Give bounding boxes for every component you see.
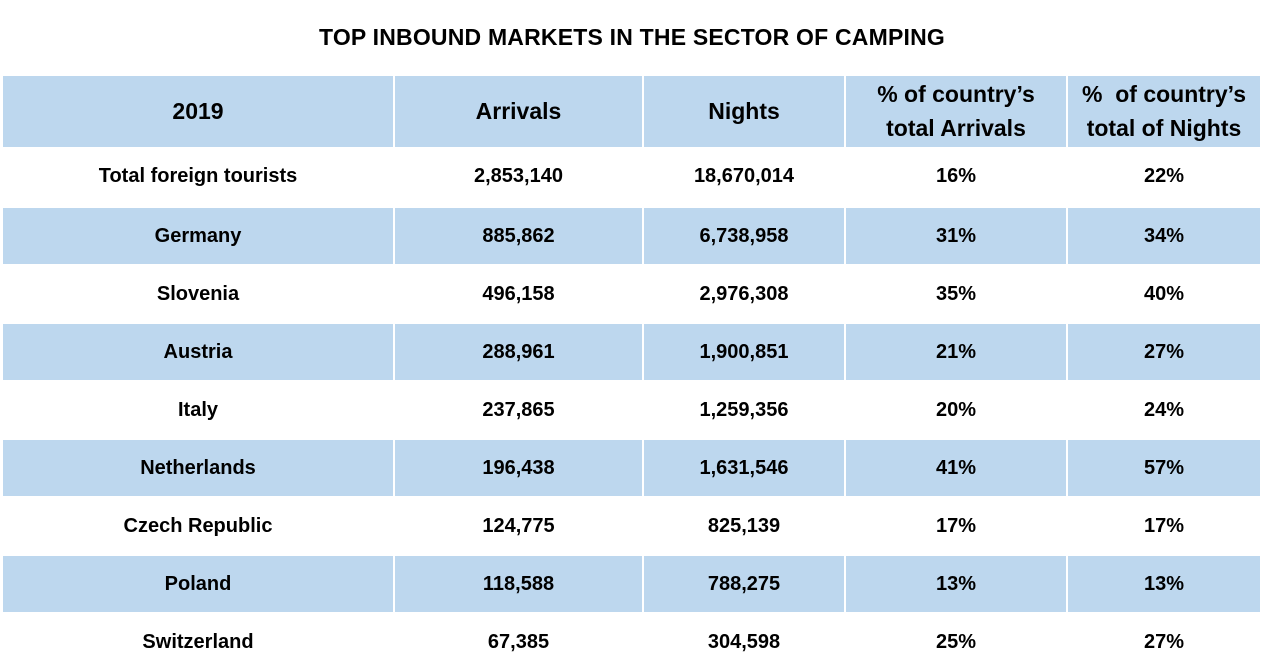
table-row: Italy 237,865 1,259,356 20% 24% bbox=[3, 381, 1262, 439]
table-row: Switzerland 67,385 304,598 25% 27% bbox=[3, 613, 1262, 671]
header-pct-nights: % of country’s total of Nights bbox=[1066, 76, 1262, 147]
nights-cell: 1,259,356 bbox=[642, 381, 846, 439]
table-row: Slovenia 496,158 2,976,308 35% 40% bbox=[3, 265, 1262, 323]
country-cell: Netherlands bbox=[3, 438, 395, 498]
table-row: Germany 885,862 6,738,958 31% 34% bbox=[3, 206, 1262, 266]
table-row: Czech Republic 124,775 825,139 17% 17% bbox=[3, 497, 1262, 555]
pct-nights-cell: 57% bbox=[1066, 438, 1262, 498]
country-cell: Poland bbox=[3, 554, 395, 614]
pct-arrivals-cell: 21% bbox=[844, 322, 1068, 382]
pct-nights-cell: 27% bbox=[1066, 613, 1262, 671]
table-row: Netherlands 196,438 1,631,546 41% 57% bbox=[3, 438, 1262, 498]
header-year: 2019 bbox=[3, 76, 395, 147]
pct-arrivals-cell: 16% bbox=[844, 147, 1068, 207]
pct-nights-cell: 13% bbox=[1066, 554, 1262, 614]
pct-nights-cell: 22% bbox=[1066, 147, 1262, 207]
nights-cell: 788,275 bbox=[642, 554, 846, 614]
table-header-row: 2019 Arrivals Nights % of country’s total… bbox=[3, 76, 1262, 147]
page-title: TOP INBOUND MARKETS IN THE SECTOR OF CAM… bbox=[318, 24, 945, 50]
nights-cell: 1,900,851 bbox=[642, 322, 846, 382]
arrivals-cell: 885,862 bbox=[393, 206, 644, 266]
nights-cell: 825,139 bbox=[642, 497, 846, 555]
pct-arrivals-cell: 20% bbox=[844, 381, 1068, 439]
pct-nights-cell: 17% bbox=[1066, 497, 1262, 555]
header-arrivals: Arrivals bbox=[393, 76, 644, 147]
country-cell: Total foreign tourists bbox=[3, 147, 395, 207]
arrivals-cell: 288,961 bbox=[393, 322, 644, 382]
pct-nights-cell: 34% bbox=[1066, 206, 1262, 266]
pct-arrivals-cell: 41% bbox=[844, 438, 1068, 498]
nights-cell: 2,976,308 bbox=[642, 265, 846, 323]
pct-nights-cell: 24% bbox=[1066, 381, 1262, 439]
nights-cell: 6,738,958 bbox=[642, 206, 846, 266]
arrivals-cell: 118,588 bbox=[393, 554, 644, 614]
pct-arrivals-cell: 25% bbox=[844, 613, 1068, 671]
pct-arrivals-cell: 35% bbox=[844, 265, 1068, 323]
country-cell: Switzerland bbox=[3, 613, 395, 671]
table-row: Austria 288,961 1,900,851 21% 27% bbox=[3, 322, 1262, 382]
country-cell: Slovenia bbox=[3, 265, 395, 323]
arrivals-cell: 196,438 bbox=[393, 438, 644, 498]
table-row: Poland 118,588 788,275 13% 13% bbox=[3, 554, 1262, 614]
pct-arrivals-cell: 13% bbox=[844, 554, 1068, 614]
markets-table: 2019 Arrivals Nights % of country’s total… bbox=[3, 76, 1262, 671]
arrivals-cell: 237,865 bbox=[393, 381, 644, 439]
country-cell: Italy bbox=[3, 381, 395, 439]
country-cell: Germany bbox=[3, 206, 395, 266]
country-cell: Austria bbox=[3, 322, 395, 382]
country-cell: Czech Republic bbox=[3, 497, 395, 555]
pct-nights-cell: 40% bbox=[1066, 265, 1262, 323]
header-pct-arrivals: % of country’s total Arrivals bbox=[844, 76, 1068, 147]
pct-arrivals-cell: 31% bbox=[844, 206, 1068, 266]
nights-cell: 1,631,546 bbox=[642, 438, 846, 498]
arrivals-cell: 496,158 bbox=[393, 265, 644, 323]
header-nights: Nights bbox=[642, 76, 846, 147]
arrivals-cell: 67,385 bbox=[393, 613, 644, 671]
pct-nights-cell: 27% bbox=[1066, 322, 1262, 382]
nights-cell: 18,670,014 bbox=[642, 147, 846, 207]
pct-arrivals-cell: 17% bbox=[844, 497, 1068, 555]
arrivals-cell: 124,775 bbox=[393, 497, 644, 555]
table-row: Total foreign tourists 2,853,140 18,670,… bbox=[3, 147, 1262, 207]
nights-cell: 304,598 bbox=[642, 613, 846, 671]
arrivals-cell: 2,853,140 bbox=[393, 147, 644, 207]
